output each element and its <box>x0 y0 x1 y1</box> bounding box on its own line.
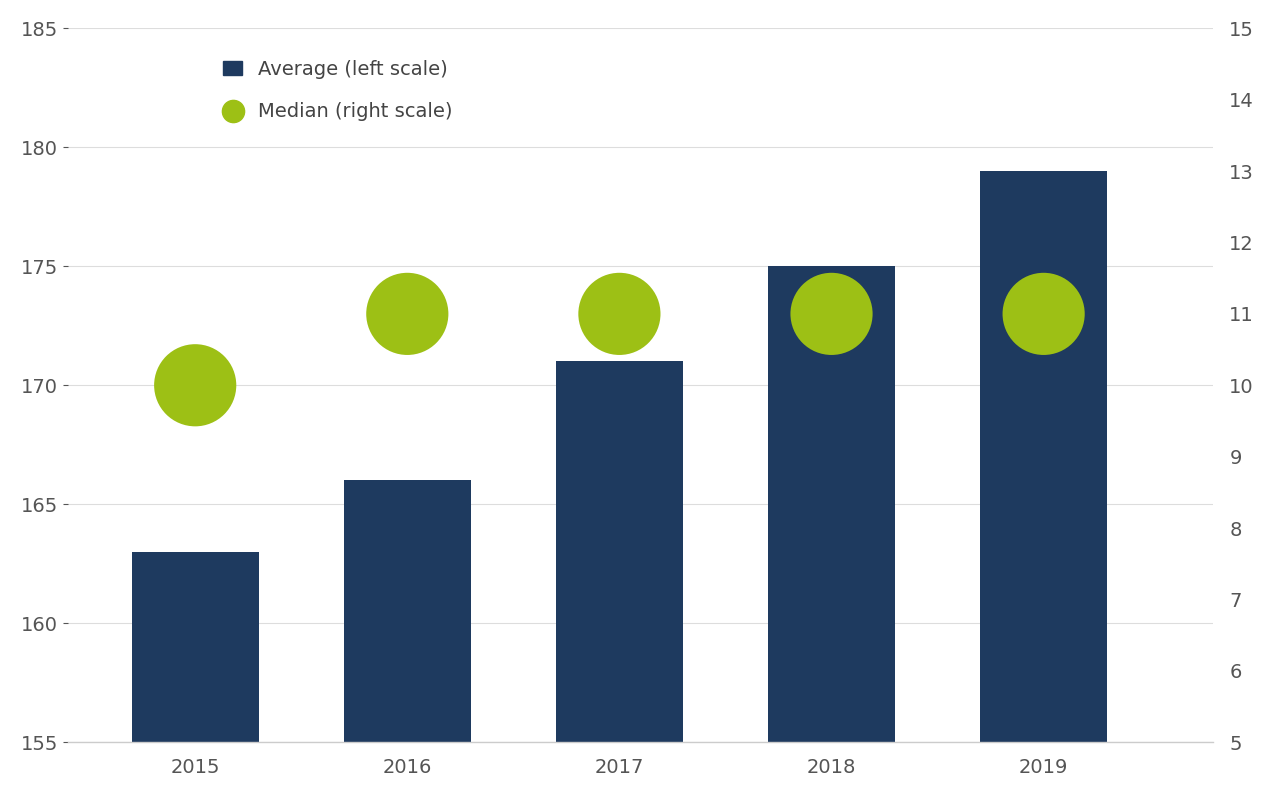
Bar <box>980 171 1107 798</box>
Point <box>1034 307 1054 320</box>
Bar <box>344 480 470 798</box>
Point <box>821 307 842 320</box>
Point <box>185 379 205 392</box>
Bar <box>131 552 259 798</box>
Legend: Average (left scale), Median (right scale): Average (left scale), Median (right scal… <box>215 53 460 129</box>
Point <box>609 307 630 320</box>
Bar <box>556 361 683 798</box>
Point <box>397 307 417 320</box>
Bar <box>768 267 895 798</box>
